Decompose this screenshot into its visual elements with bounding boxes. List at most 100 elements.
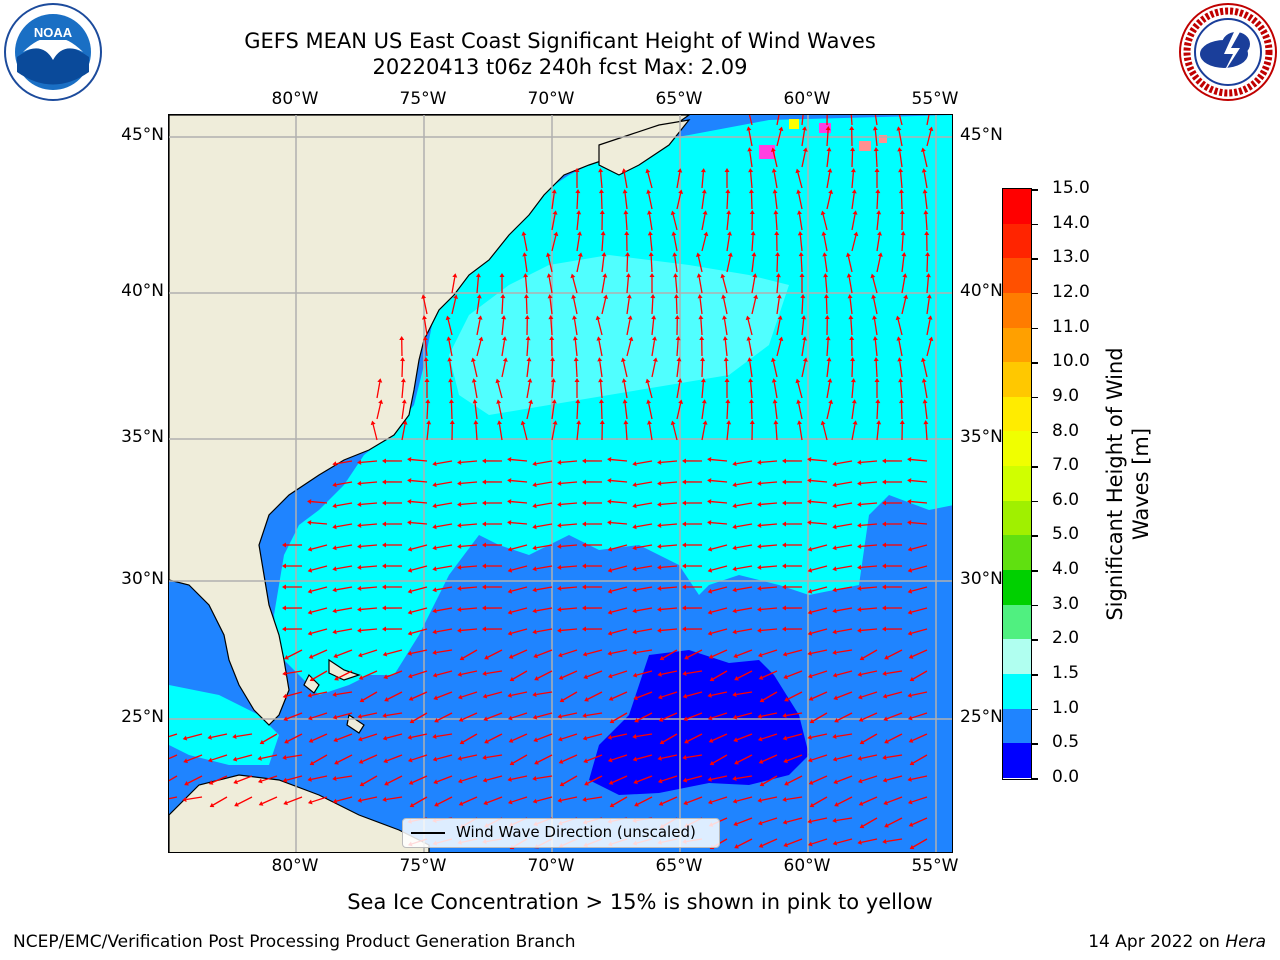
wind-wave-direction-arrow xyxy=(748,340,753,357)
wind-wave-arrowhead xyxy=(448,378,454,383)
wind-wave-direction-arrow xyxy=(436,481,453,486)
wind-wave-direction-arrow xyxy=(886,712,903,720)
wind-wave-arrowhead xyxy=(457,459,462,465)
wind-wave-direction-arrow xyxy=(911,628,928,634)
colorbar-segment xyxy=(1003,223,1031,259)
wind-wave-arrowhead xyxy=(359,697,365,703)
wind-wave-direction-arrow xyxy=(411,500,428,504)
wind-wave-arrowhead xyxy=(548,315,554,320)
wind-wave-direction-arrow xyxy=(537,670,553,679)
wind-wave-arrowhead xyxy=(557,480,562,486)
wind-wave-arrowhead xyxy=(532,545,537,551)
wind-wave-direction-arrow xyxy=(362,754,378,763)
wind-wave-arrowhead xyxy=(849,126,855,131)
wind-wave-direction-arrow xyxy=(461,586,478,590)
wind-wave-direction-arrow xyxy=(286,796,303,804)
wind-wave-arrowhead xyxy=(707,609,713,615)
wind-wave-direction-arrow xyxy=(601,277,606,294)
wind-wave-direction-arrow xyxy=(551,424,556,441)
wind-wave-arrowhead xyxy=(807,546,813,552)
wind-wave-direction-arrow xyxy=(551,360,554,378)
wind-wave-arrowhead xyxy=(907,692,912,698)
wind-wave-arrowhead xyxy=(482,542,486,548)
wind-wave-direction-arrow xyxy=(686,691,703,697)
wind-wave-arrowhead xyxy=(850,147,856,152)
wind-wave-arrowhead xyxy=(671,231,677,236)
wind-wave-direction-arrow xyxy=(761,607,778,611)
wind-wave-direction-arrow xyxy=(761,733,778,740)
wind-wave-arrowhead xyxy=(857,564,862,570)
wind-wave-arrowhead xyxy=(732,482,737,488)
wind-wave-direction-arrow xyxy=(449,382,453,399)
wind-wave-direction-arrow xyxy=(826,361,830,378)
wind-wave-arrowhead xyxy=(572,315,577,320)
wind-wave-arrowhead xyxy=(732,608,737,614)
wind-wave-arrowhead xyxy=(432,756,438,762)
wind-wave-direction-arrow xyxy=(701,193,705,210)
wind-wave-arrowhead xyxy=(882,521,887,527)
wind-wave-arrowhead xyxy=(857,543,862,549)
wind-wave-arrowhead xyxy=(882,839,887,844)
wind-wave-direction-arrow xyxy=(436,670,453,676)
wind-wave-arrowhead xyxy=(747,357,753,362)
wind-wave-arrowhead xyxy=(807,818,812,824)
wind-wave-direction-arrow xyxy=(475,423,478,441)
wind-wave-arrowhead xyxy=(377,378,383,383)
wind-wave-arrowhead xyxy=(258,801,264,806)
wind-wave-direction-arrow xyxy=(761,586,778,590)
wind-wave-direction-arrow xyxy=(711,691,728,696)
wind-wave-direction-arrow xyxy=(911,712,928,719)
wind-wave-arrowhead xyxy=(472,399,478,404)
wind-wave-direction-arrow xyxy=(772,361,778,378)
wind-wave-direction-arrow xyxy=(661,775,678,782)
wind-wave-direction-arrow xyxy=(648,214,653,231)
wind-wave-arrowhead xyxy=(332,566,337,572)
wind-wave-direction-arrow xyxy=(837,712,853,721)
wind-wave-arrowhead xyxy=(632,461,637,467)
wind-wave-arrowhead xyxy=(732,545,737,551)
wind-wave-arrowhead xyxy=(758,759,764,764)
wind-wave-arrowhead xyxy=(459,655,465,661)
wind-wave-arrowhead xyxy=(332,629,337,635)
wind-wave-arrowhead xyxy=(457,694,463,700)
wind-wave-direction-arrow xyxy=(536,565,553,570)
wind-wave-arrowhead xyxy=(796,189,802,194)
wind-wave-arrowhead xyxy=(827,378,833,383)
wind-wave-arrowhead xyxy=(432,587,437,593)
wind-wave-arrowhead xyxy=(877,231,882,236)
wind-wave-direction-arrow xyxy=(661,607,678,611)
wind-wave-direction-arrow xyxy=(599,172,603,189)
wind-wave-direction-arrow xyxy=(626,255,629,273)
wind-wave-arrowhead xyxy=(798,252,804,257)
wind-wave-direction-arrow xyxy=(801,297,804,315)
wind-wave-arrowhead xyxy=(857,694,863,700)
wind-wave-direction-arrow xyxy=(886,775,903,781)
wind-wave-direction-arrow xyxy=(736,460,753,465)
wind-wave-direction-arrow xyxy=(661,628,678,632)
wind-wave-direction-arrow xyxy=(524,256,528,273)
wind-wave-direction-arrow xyxy=(749,382,753,399)
wind-wave-arrowhead xyxy=(757,652,763,658)
wind-wave-arrowhead xyxy=(646,189,652,194)
wind-wave-arrowhead xyxy=(423,357,429,362)
wind-wave-arrowhead xyxy=(809,802,815,808)
wind-wave-direction-arrow xyxy=(511,586,528,592)
wind-wave-direction-arrow xyxy=(361,628,378,632)
wind-wave-direction-arrow xyxy=(661,502,678,506)
wind-wave-direction-arrow xyxy=(412,796,428,806)
wind-wave-direction-arrow xyxy=(901,256,905,273)
wind-wave-arrowhead xyxy=(647,210,652,215)
wind-wave-direction-arrow xyxy=(761,796,778,801)
footer-date: 14 Apr 2022 on Hera xyxy=(1088,932,1266,952)
wind-wave-direction-arrow xyxy=(611,754,628,761)
wind-wave-direction-arrow xyxy=(425,360,428,378)
wind-wave-direction-arrow xyxy=(372,424,378,441)
wind-wave-arrowhead xyxy=(557,606,562,612)
wind-wave-arrowhead xyxy=(625,252,631,257)
wind-wave-direction-arrow xyxy=(798,193,803,210)
wind-wave-direction-arrow xyxy=(736,586,753,591)
wind-wave-arrowhead xyxy=(358,675,364,680)
wind-wave-arrowhead xyxy=(357,459,362,465)
wind-wave-direction-arrow xyxy=(501,340,506,357)
wind-wave-arrowhead xyxy=(576,420,582,425)
